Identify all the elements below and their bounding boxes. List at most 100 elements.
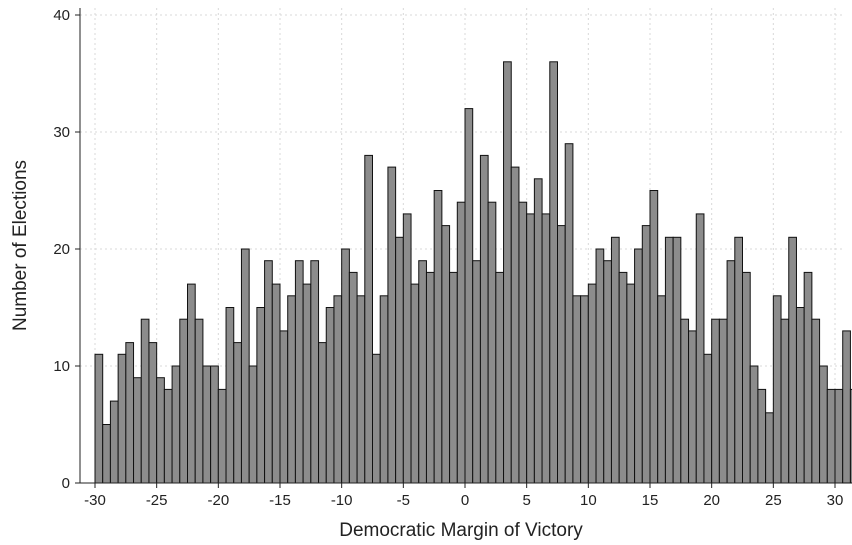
x-tick-label: 20 bbox=[703, 492, 720, 509]
histogram-bar bbox=[603, 260, 612, 484]
histogram-bar bbox=[819, 365, 828, 484]
histogram-bar bbox=[187, 283, 196, 484]
histogram-bar bbox=[595, 248, 605, 484]
histogram-bar bbox=[657, 295, 666, 484]
histogram-bar bbox=[109, 400, 119, 484]
x-tick-label: 10 bbox=[580, 492, 597, 509]
histogram-bar bbox=[826, 388, 836, 484]
histogram-bar bbox=[256, 307, 266, 484]
histogram-bar bbox=[688, 330, 697, 484]
histogram-bar bbox=[572, 295, 582, 484]
histogram-bar bbox=[133, 377, 142, 484]
histogram-bar bbox=[217, 388, 227, 484]
histogram-bar bbox=[356, 295, 366, 484]
histogram-bar bbox=[757, 388, 767, 484]
bars bbox=[94, 61, 852, 484]
histogram-bar bbox=[795, 307, 805, 484]
histogram-bar bbox=[264, 260, 273, 484]
histogram-bar bbox=[533, 178, 543, 484]
x-tick-label: -5 bbox=[397, 492, 410, 509]
histogram-bar bbox=[487, 201, 497, 484]
histogram-bar bbox=[811, 318, 821, 484]
histogram-bar bbox=[803, 271, 813, 484]
x-tick-label: 5 bbox=[522, 492, 530, 509]
histogram-bar bbox=[634, 248, 643, 484]
histogram-bar bbox=[549, 61, 559, 484]
histogram-bar bbox=[140, 318, 150, 484]
histogram-bar bbox=[503, 61, 512, 484]
histogram-bar bbox=[102, 424, 111, 484]
histogram-bar bbox=[842, 330, 851, 484]
histogram-bar bbox=[610, 236, 620, 484]
x-tick-label: 25 bbox=[765, 492, 782, 509]
histogram-bar bbox=[171, 365, 181, 484]
histogram-bar bbox=[472, 260, 481, 484]
x-tick-label: 30 bbox=[827, 492, 844, 509]
histogram-bar bbox=[587, 283, 597, 484]
histogram-bar bbox=[849, 388, 852, 484]
histogram-bar bbox=[742, 271, 751, 484]
x-tick-label: -25 bbox=[146, 492, 168, 509]
histogram-bar bbox=[456, 201, 466, 484]
histogram-bar bbox=[765, 412, 774, 484]
y-tick-label: 40 bbox=[53, 7, 70, 24]
histogram-bar bbox=[418, 260, 427, 484]
histogram-bar bbox=[672, 236, 682, 484]
histogram-bar bbox=[495, 271, 505, 484]
histogram-bar bbox=[441, 225, 451, 484]
histogram-bar bbox=[526, 213, 535, 484]
histogram-bar bbox=[348, 271, 358, 484]
histogram-bar bbox=[703, 353, 713, 484]
histogram-bar bbox=[433, 190, 443, 484]
histogram-bar bbox=[641, 225, 651, 484]
histogram-bar bbox=[626, 283, 636, 484]
histogram-bar bbox=[580, 295, 589, 484]
histogram-bar bbox=[248, 365, 258, 484]
histogram-bar bbox=[834, 388, 844, 484]
axes bbox=[75, 8, 842, 488]
histogram-bar bbox=[156, 377, 165, 484]
x-tick-label: -30 bbox=[84, 492, 106, 509]
histogram-bar bbox=[541, 213, 551, 484]
y-axis-title: Number of Elections bbox=[10, 160, 31, 331]
histogram-bar bbox=[163, 388, 173, 484]
histogram-bar bbox=[788, 236, 797, 484]
histogram-bar bbox=[210, 365, 219, 484]
histogram-bar bbox=[772, 295, 782, 484]
tick-labels: -30 -25 -20 -15 -10 -5 0 5 10 15 20 25 30 0 10 20 30 40 bbox=[53, 7, 843, 509]
histogram-bar bbox=[557, 225, 566, 484]
x-tick-label: -15 bbox=[269, 492, 291, 509]
histogram-bar bbox=[749, 365, 759, 484]
x-axis-title: Democratic Margin of Victory bbox=[339, 520, 583, 541]
histogram-bar bbox=[734, 236, 744, 484]
histogram-bar bbox=[379, 295, 389, 484]
histogram-bar bbox=[387, 166, 397, 484]
histogram-bar bbox=[718, 318, 728, 484]
histogram-bar bbox=[94, 353, 104, 484]
histogram-bar bbox=[294, 260, 304, 484]
histogram-bar bbox=[402, 213, 412, 484]
histogram-bar bbox=[341, 248, 350, 484]
histogram-bar bbox=[287, 295, 296, 484]
x-tick-label: -10 bbox=[331, 492, 353, 509]
histogram-bar bbox=[325, 307, 335, 484]
histogram-bar bbox=[202, 365, 212, 484]
histogram-bar bbox=[318, 342, 327, 484]
y-tick-label: 0 bbox=[62, 475, 70, 492]
histogram-bar bbox=[410, 283, 420, 484]
histogram-bar bbox=[425, 271, 435, 484]
histogram-bar bbox=[726, 260, 736, 484]
histogram-bar bbox=[233, 342, 242, 484]
histogram-bar bbox=[225, 307, 235, 484]
histogram-bar bbox=[618, 271, 628, 484]
histogram-bar bbox=[240, 248, 250, 484]
histogram-bar bbox=[780, 318, 790, 484]
histogram-bar bbox=[664, 236, 674, 484]
histogram-bar bbox=[649, 190, 659, 484]
histogram-bar bbox=[518, 201, 528, 484]
histogram-bar bbox=[372, 353, 381, 484]
histogram-bar bbox=[695, 213, 705, 484]
y-tick-label: 20 bbox=[53, 241, 70, 258]
x-tick-label: 15 bbox=[642, 492, 659, 509]
